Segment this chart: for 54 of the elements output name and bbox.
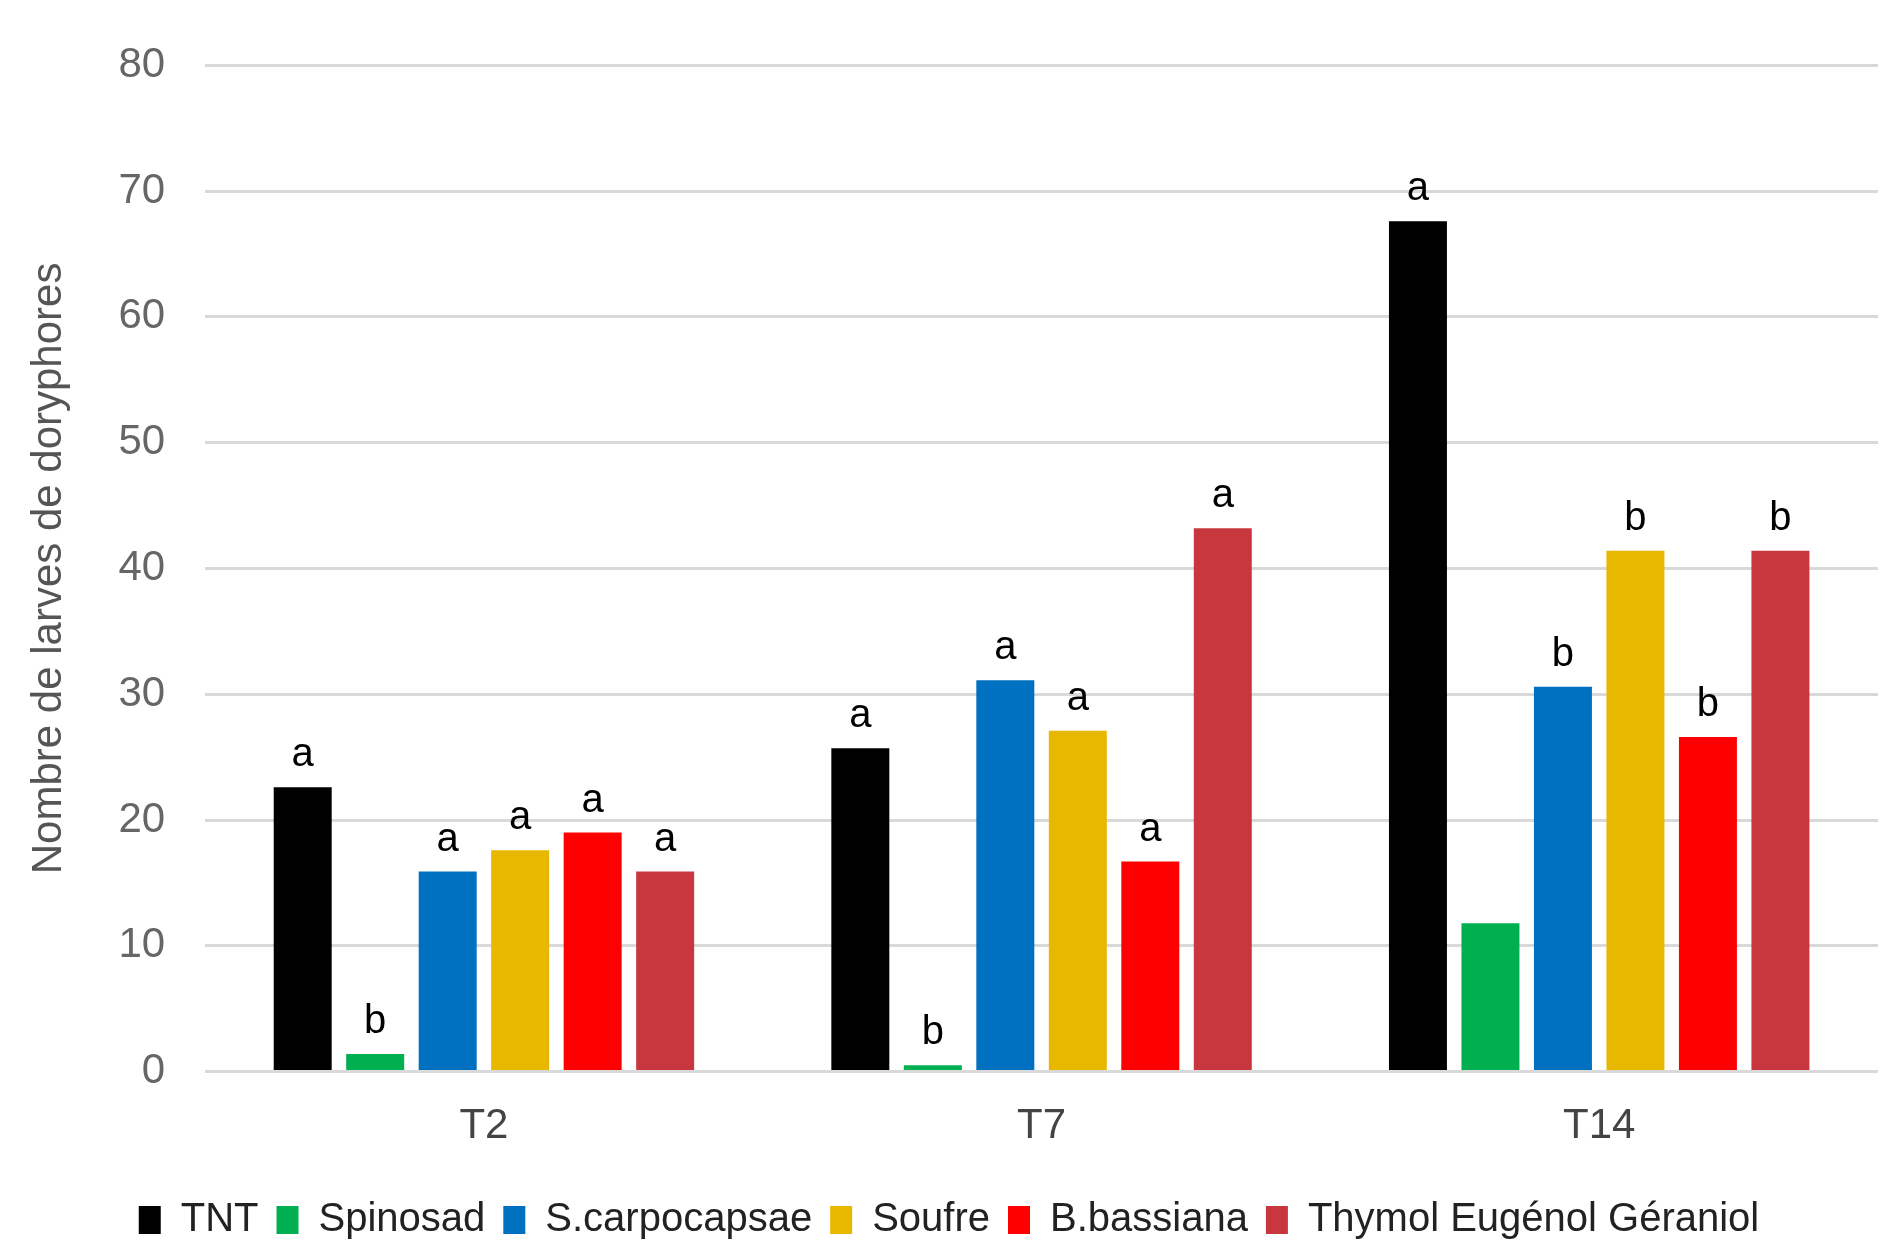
data-label: a [1066, 673, 1090, 718]
legend-label: B.bassiana [1049, 1195, 1249, 1240]
bar [1678, 736, 1737, 1071]
data-label: a [849, 691, 873, 736]
x-tick-label: T14 [1563, 1100, 1636, 1148]
y-tick-label: 40 [118, 541, 166, 589]
data-label: a [994, 623, 1018, 668]
bar [1388, 221, 1447, 1071]
y-tick-label: 50 [118, 416, 166, 464]
data-label: a [509, 793, 533, 838]
y-tick-label: 70 [118, 164, 166, 212]
bar [1193, 528, 1252, 1071]
data-label: b [364, 997, 387, 1042]
data-label: a [1406, 164, 1430, 209]
bar [273, 787, 332, 1071]
bar [1121, 861, 1180, 1071]
legend-label: Thymol Eugénol Géraniol [1307, 1195, 1760, 1240]
data-label: b [1551, 629, 1575, 674]
data-label: a [581, 775, 605, 820]
data-label: b [1696, 680, 1720, 724]
legend-label: Soufre [872, 1195, 990, 1240]
data-label: a [436, 814, 460, 859]
y-tick-label: 10 [118, 919, 166, 967]
data-label: b [1769, 493, 1792, 538]
bar [1533, 686, 1592, 1071]
x-tick-label: T7 [1017, 1100, 1067, 1148]
bar [1461, 923, 1520, 1071]
bar [491, 850, 550, 1071]
bar [831, 748, 890, 1071]
y-tick-label: 60 [118, 290, 166, 338]
bar [1606, 550, 1665, 1071]
bar [976, 680, 1035, 1071]
data-label: a [1139, 804, 1163, 849]
bar [1048, 730, 1107, 1071]
data-label: b [921, 1008, 944, 1053]
y-tick-label: 20 [118, 793, 166, 841]
y-tick-label: 80 [118, 38, 166, 86]
bar [418, 871, 477, 1071]
data-label: a [654, 814, 678, 859]
bar [563, 832, 622, 1071]
y-tick-label: 0 [141, 1045, 166, 1093]
y-tick-label: 30 [118, 667, 166, 715]
x-tick-label: T2 [459, 1100, 509, 1148]
data-label: a [1211, 471, 1235, 516]
legend-label: TNT [180, 1195, 259, 1240]
bar [1751, 550, 1810, 1071]
data-label: b [1624, 493, 1647, 538]
y-axis-title: Nombre de larves de doryphores [22, 262, 70, 875]
data-label: a [291, 730, 315, 775]
legend-label: S.carpocapsae [545, 1195, 813, 1240]
bar [346, 1053, 405, 1071]
bar [903, 1065, 962, 1071]
bar [636, 871, 695, 1071]
legend-label: Spinosad [318, 1195, 486, 1240]
